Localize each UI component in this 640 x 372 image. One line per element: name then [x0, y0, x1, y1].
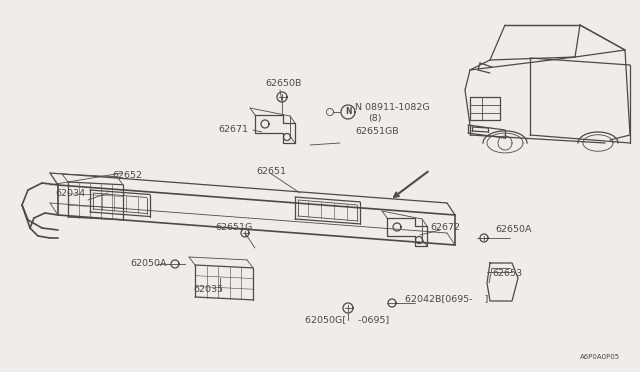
Text: (8): (8) — [368, 113, 381, 122]
Text: N: N — [345, 108, 351, 116]
Text: 62050A: 62050A — [130, 260, 166, 269]
Text: 62035: 62035 — [193, 285, 223, 294]
Text: 62034: 62034 — [55, 189, 85, 198]
Text: 62650B: 62650B — [265, 78, 301, 87]
Text: 62651GB: 62651GB — [355, 126, 399, 135]
Text: 62042B[0695-    ]: 62042B[0695- ] — [405, 295, 488, 304]
Text: N 08911-1082G: N 08911-1082G — [355, 103, 429, 112]
Text: A6P0A0P05: A6P0A0P05 — [580, 354, 620, 360]
Text: 62672: 62672 — [430, 224, 460, 232]
Text: 62651G: 62651G — [215, 224, 252, 232]
Text: 62651: 62651 — [256, 167, 286, 176]
Text: 62653: 62653 — [492, 269, 522, 278]
Text: 62050G[    -0695]: 62050G[ -0695] — [305, 315, 389, 324]
Text: 62650A: 62650A — [495, 225, 531, 234]
Text: 62652: 62652 — [112, 170, 142, 180]
Text: 62671: 62671 — [218, 125, 248, 135]
